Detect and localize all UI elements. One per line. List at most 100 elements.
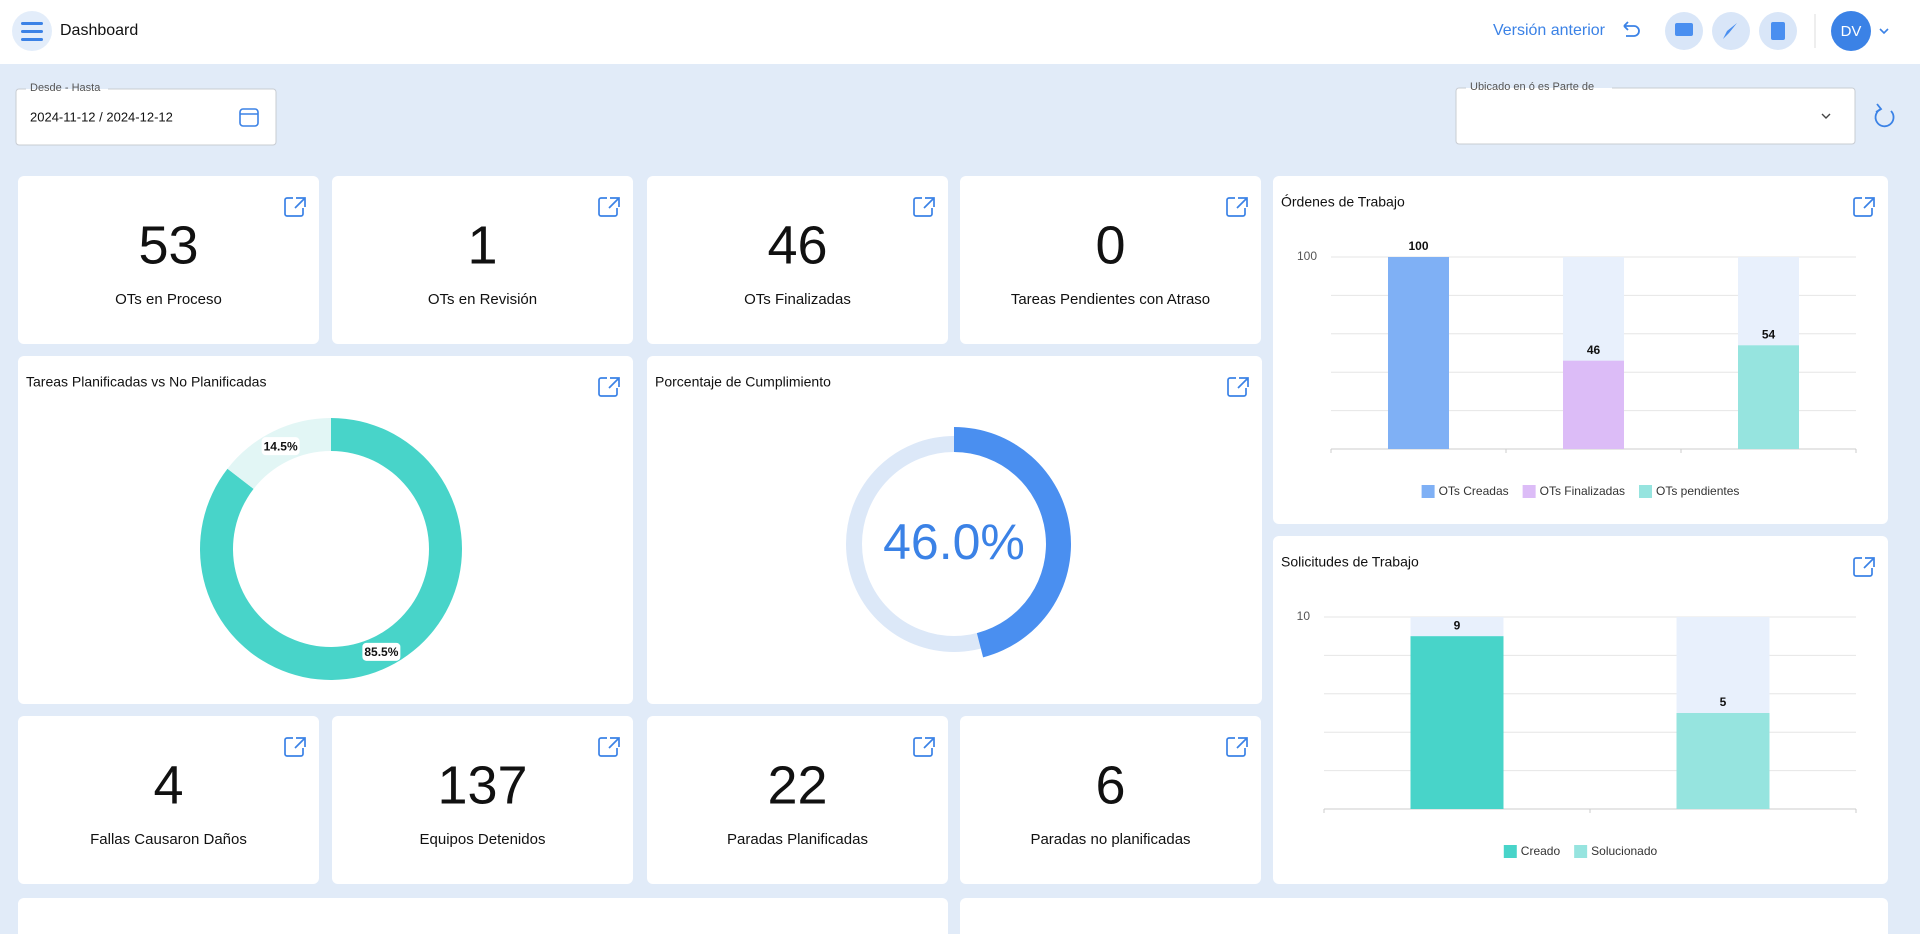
gauge-label: 46.0% (883, 514, 1025, 570)
field-label: Ubicado en ó es Parte de (1470, 81, 1594, 93)
open-button[interactable] (1853, 557, 1875, 577)
card (18, 356, 633, 704)
y-tick-label: 100 (1297, 249, 1317, 263)
legend-label: Solucionado (1591, 844, 1657, 858)
card (1273, 536, 1888, 884)
open-button[interactable] (284, 737, 306, 757)
kpi-label: OTs en Proceso (115, 291, 222, 308)
open-icon (1226, 737, 1248, 757)
open-button[interactable] (1226, 197, 1248, 217)
open-icon (598, 377, 620, 397)
open-button[interactable] (1227, 377, 1249, 397)
open-button[interactable] (598, 197, 620, 217)
bar (1563, 360, 1624, 449)
kpi-label: Fallas Causaron Daños (90, 831, 247, 848)
open-icon (284, 737, 306, 757)
legend-swatch (1503, 845, 1517, 858)
open-button[interactable] (913, 737, 935, 757)
user-menu[interactable]: DV (1831, 11, 1889, 51)
legend: Creado Solucionado (1503, 844, 1658, 858)
book-button[interactable] (1759, 12, 1797, 50)
kpi-value: 6 (1095, 755, 1125, 815)
card (960, 176, 1261, 344)
card-title: Solicitudes de Trabajo (1281, 554, 1419, 570)
bar-value-label: 5 (1720, 695, 1727, 709)
bar-value-label: 46 (1587, 343, 1601, 357)
open-icon (1853, 197, 1875, 217)
card-title: Tareas Planificadas vs No Planificadas (26, 374, 266, 390)
kpi-value: 46 (767, 215, 827, 275)
card (332, 176, 633, 344)
legend: OTs Creadas OTs Finalizadas OTs pendientes (1421, 484, 1739, 498)
card-title: Porcentaje de Cumplimiento (655, 374, 831, 390)
kpi-label: Equipos Detenidos (420, 831, 546, 848)
kpi-label: OTs en Revisión (428, 291, 537, 308)
card (18, 176, 319, 344)
open-button[interactable] (1226, 737, 1248, 757)
bar-value-label: 54 (1762, 327, 1776, 341)
legend-swatch (1639, 485, 1653, 498)
field-label: Desde - Hasta (30, 82, 101, 94)
open-icon (598, 197, 620, 217)
open-icon (913, 737, 935, 757)
location-select[interactable]: Ubicado en ó es Parte de (1455, 80, 1856, 145)
legend-swatch (1421, 485, 1435, 498)
page-title: Dashboard (60, 22, 138, 39)
open-button[interactable] (598, 377, 620, 397)
legend-label: OTs pendientes (1656, 484, 1739, 498)
legend-label: Creado (1521, 844, 1561, 858)
legend-label: OTs Creadas (1439, 484, 1509, 498)
kpi-label: Paradas no planificadas (1030, 831, 1190, 848)
bar (1738, 345, 1799, 449)
legend-swatch (1574, 845, 1588, 858)
slice-label: 85.5% (364, 645, 398, 659)
undo-icon (1623, 21, 1640, 37)
kpi-value: 4 (153, 755, 183, 815)
card (960, 898, 1888, 934)
open-icon (284, 197, 306, 217)
card (18, 716, 319, 884)
bar (1388, 257, 1449, 449)
gauge-arc (954, 427, 1071, 658)
card (647, 716, 948, 884)
card (18, 898, 948, 934)
card (960, 716, 1261, 884)
open-icon (598, 737, 620, 757)
open-icon (1227, 377, 1249, 397)
kpi-value: 53 (138, 215, 198, 275)
previous-version-link[interactable]: Versión anterior (1493, 22, 1606, 39)
kpi-value: 1 (467, 215, 497, 275)
kpi-label: OTs Finalizadas (744, 291, 851, 308)
rocket-button[interactable] (1712, 12, 1750, 50)
open-icon (1853, 557, 1875, 577)
kpi-value: 137 (437, 755, 527, 815)
menu-button[interactable] (12, 11, 52, 51)
kpi-value: 0 (1095, 215, 1125, 275)
kpi-label: Paradas Planificadas (727, 831, 868, 848)
card-title: Órdenes de Trabajo (1281, 194, 1405, 210)
card (647, 356, 1262, 704)
field-value: 2024-11-12 / 2024-12-12 (30, 109, 173, 124)
label-bg (362, 642, 401, 661)
chat-button[interactable] (1665, 12, 1703, 50)
legend-swatch (1522, 485, 1536, 498)
kpi-value: 22 (767, 755, 827, 815)
slice-label: 14.5% (264, 439, 298, 453)
open-icon (1226, 197, 1248, 217)
avatar-initials: DV (1841, 23, 1862, 40)
legend-label: OTs Finalizadas (1540, 484, 1625, 498)
open-button[interactable] (1853, 197, 1875, 217)
open-button[interactable] (598, 737, 620, 757)
refresh-button[interactable] (1874, 103, 1895, 128)
open-button[interactable] (284, 197, 306, 217)
open-icon (913, 197, 935, 217)
kpi-label: Tareas Pendientes con Atraso (1011, 291, 1210, 308)
top-bar (0, 0, 1920, 64)
bar (1410, 636, 1504, 809)
open-button[interactable] (913, 197, 935, 217)
card (647, 176, 948, 344)
bar-value-label: 100 (1408, 239, 1428, 253)
date-range-field[interactable]: Desde - Hasta 2024-11-12 / 2024-12-12 (15, 82, 277, 146)
